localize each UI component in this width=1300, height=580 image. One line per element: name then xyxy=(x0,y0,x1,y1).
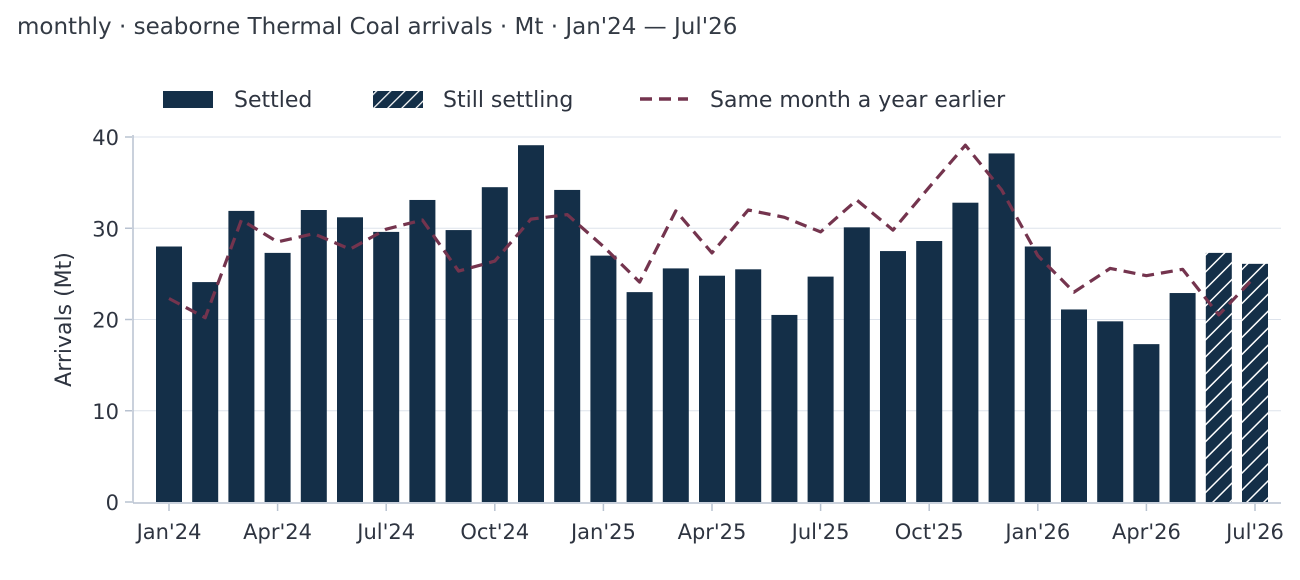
x-tick-label: Jul'26 xyxy=(1224,520,1284,544)
legend-label-prior-year: Same month a year earlier xyxy=(710,88,1006,113)
bar-settled xyxy=(228,210,255,502)
bar-settled xyxy=(807,276,834,502)
bar-settled xyxy=(1169,293,1196,502)
x-tick-label: Jan'25 xyxy=(569,520,636,544)
bar-still-settling xyxy=(1242,263,1268,502)
x-tick-label: Oct'24 xyxy=(460,520,529,544)
bar-settled xyxy=(409,199,436,502)
bar-settled xyxy=(590,255,617,502)
bar-settled xyxy=(952,202,979,502)
bar-settled xyxy=(1024,246,1051,502)
bar-settled xyxy=(699,275,725,502)
bar-settled xyxy=(300,210,327,502)
y-tick-label: 20 xyxy=(92,309,119,333)
x-tick-label: Oct'25 xyxy=(895,520,964,544)
legend-swatch-settled xyxy=(163,91,213,108)
bars xyxy=(156,145,1268,503)
legend-label-still-settling: Still settling xyxy=(443,88,573,113)
bar-settled xyxy=(843,227,870,502)
y-tick-label: 30 xyxy=(92,217,119,241)
x-tick-label: Jan'26 xyxy=(1003,520,1070,544)
bar-settled xyxy=(880,251,906,502)
legend: Settled Still settling Same month a year… xyxy=(163,88,1006,113)
bar-settled xyxy=(264,252,291,502)
chart-title: monthly · seaborne Thermal Coal arrivals… xyxy=(17,14,738,40)
x-tick-label: Apr'24 xyxy=(243,520,312,544)
bar-settled xyxy=(156,246,182,502)
y-axis-label: Arrivals (Mt) xyxy=(52,252,77,387)
bar-settled xyxy=(518,145,544,502)
legend-label-settled: Settled xyxy=(234,88,312,113)
prior-year-line xyxy=(168,143,1257,320)
bar-settled xyxy=(373,231,400,502)
bar-settled xyxy=(988,153,1015,503)
series-line-prior-year xyxy=(168,143,1257,320)
bar-settled xyxy=(771,314,798,502)
bar-settled xyxy=(337,217,363,503)
bar-settled xyxy=(916,241,943,502)
x-tick-label: Apr'25 xyxy=(678,520,747,544)
x-tick-label: Jan'24 xyxy=(135,520,202,544)
y-tick-label: 40 xyxy=(92,126,119,150)
x-tick-label: Jul'25 xyxy=(790,520,850,544)
bar-settled xyxy=(626,292,653,502)
bar-settled xyxy=(662,268,689,502)
bar-still-settling xyxy=(1205,252,1232,502)
bar-settled xyxy=(735,269,762,502)
x-tick-label: Apr'26 xyxy=(1112,520,1181,544)
legend-swatch-still-settling xyxy=(373,91,423,108)
axes: 0 10 20 30 40 Jan'24 Apr'24 Jul'24 Oct'24 Jan'25 A… xyxy=(52,126,1284,544)
bar-settled xyxy=(1061,309,1087,502)
bar-settled xyxy=(554,189,581,503)
y-tick-label: 10 xyxy=(92,400,119,424)
bar-settled xyxy=(1097,321,1124,502)
bar-settled xyxy=(445,230,472,502)
bar-settled xyxy=(481,187,508,502)
bar-settled xyxy=(1133,344,1160,502)
x-tick-label: Jul'24 xyxy=(355,520,415,544)
y-tick-label: 0 xyxy=(106,491,119,515)
